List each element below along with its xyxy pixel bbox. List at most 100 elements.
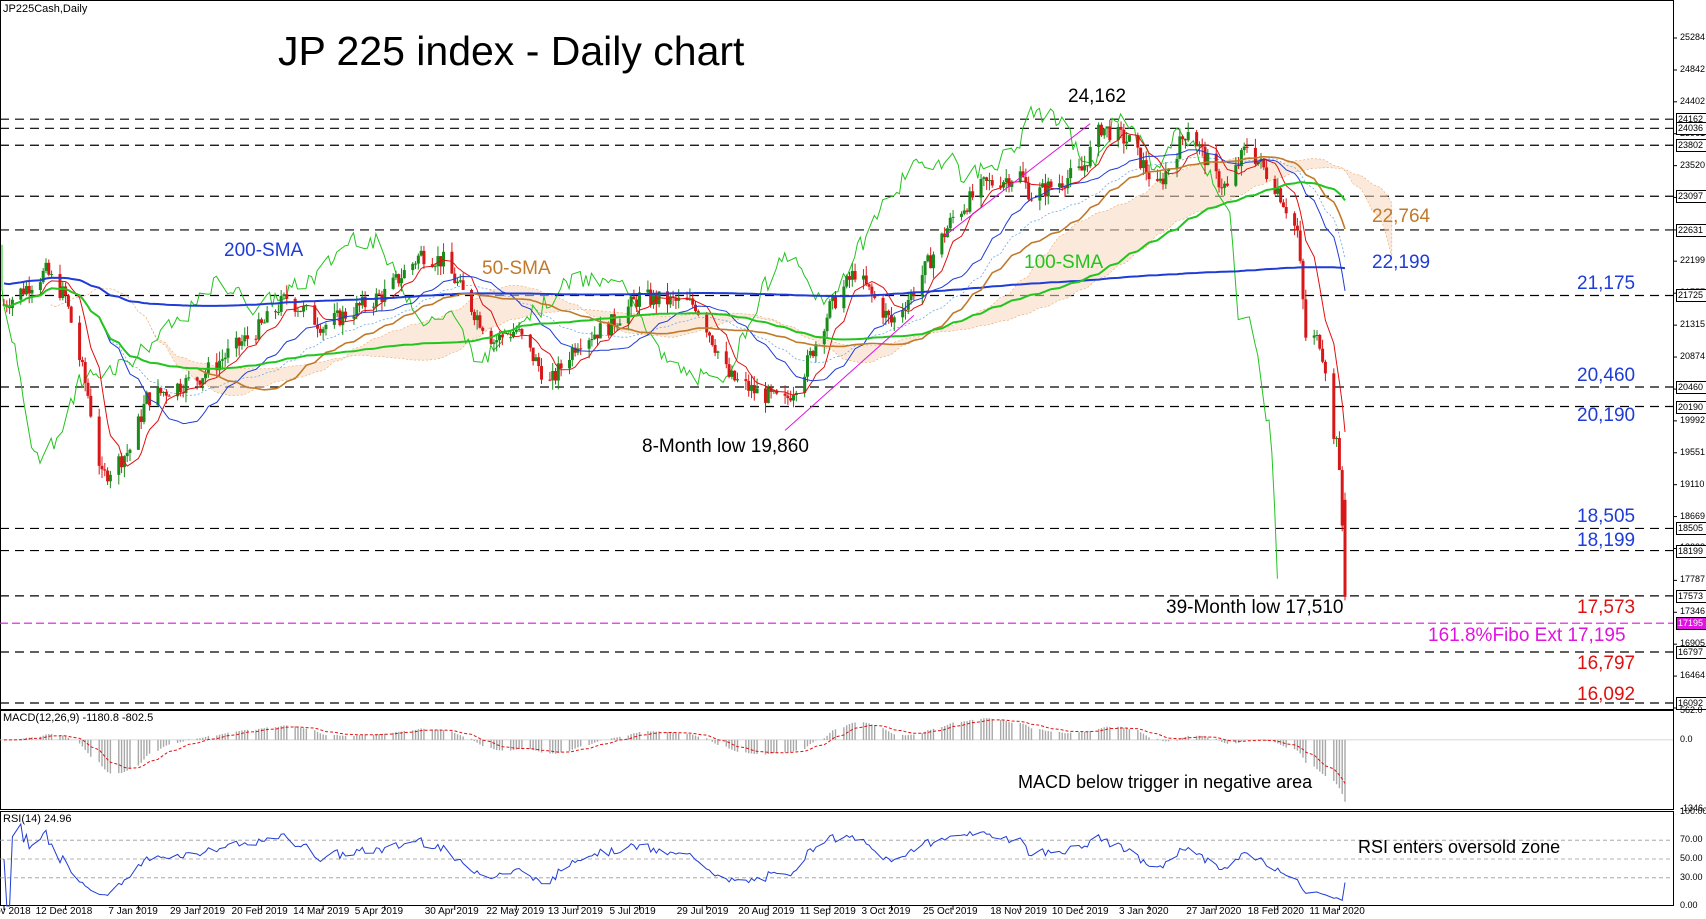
price-tick-label: 19551 xyxy=(1680,446,1706,457)
candle-body xyxy=(279,296,283,312)
candle-body xyxy=(1077,166,1081,169)
price-tick-label: 19110 xyxy=(1680,478,1705,489)
candle-body xyxy=(1029,199,1033,201)
candle-body xyxy=(86,382,90,396)
price-tick-label: 16464 xyxy=(1680,670,1706,681)
candle-body xyxy=(66,295,70,307)
candle-body xyxy=(164,391,168,396)
candle-body xyxy=(870,286,874,294)
candle-body xyxy=(691,298,695,305)
x-tick-label: 18 Feb 2020 xyxy=(1247,906,1304,917)
candle-body xyxy=(89,395,93,417)
macd-pane-frame xyxy=(0,710,1674,810)
annotation-17573: 17,573 xyxy=(1577,597,1636,618)
candle-body xyxy=(618,323,622,326)
candle-body xyxy=(638,292,642,307)
candle-body xyxy=(296,310,300,312)
rsi-tick-label: 0.00 xyxy=(1680,900,1698,910)
candle-body xyxy=(707,332,711,336)
candle-body xyxy=(612,314,616,327)
candle-body xyxy=(226,348,230,358)
candle-body xyxy=(909,291,913,301)
candle-body xyxy=(1206,153,1210,166)
candle-body xyxy=(136,416,140,450)
x-tick-label: 20 Nov 2018 xyxy=(0,906,31,917)
candle-body xyxy=(120,456,124,468)
candle-body xyxy=(262,322,266,324)
candle-body xyxy=(254,338,258,340)
candle-body xyxy=(1225,183,1229,186)
x-tick-label: 13 Jun 2019 xyxy=(547,906,603,917)
candle-body xyxy=(433,266,437,268)
candle-body xyxy=(30,289,34,294)
candle-body xyxy=(1340,470,1344,526)
candle-body xyxy=(763,388,767,403)
candle-body xyxy=(313,305,317,325)
candle-body xyxy=(1318,334,1322,349)
x-tick-label: 25 Oct 2019 xyxy=(923,906,978,917)
candle-body xyxy=(850,271,854,280)
candle-body xyxy=(257,319,261,340)
candle-body xyxy=(825,317,829,332)
candle-body xyxy=(321,329,325,333)
level-tag: 20460 xyxy=(1676,380,1706,394)
rsi-pane-frame xyxy=(0,811,1674,906)
candle-body xyxy=(22,288,26,295)
candle-body xyxy=(842,286,846,309)
candle-body xyxy=(1108,126,1112,141)
candle-body xyxy=(646,289,650,293)
candle-body xyxy=(629,296,633,307)
candle-body xyxy=(791,395,795,401)
candle-body xyxy=(559,363,563,369)
candle-body xyxy=(1155,179,1159,181)
candle-body xyxy=(1116,126,1120,141)
candle-body xyxy=(344,311,348,319)
candle-body xyxy=(735,379,739,381)
candle-body xyxy=(1043,183,1047,197)
rsi-tick-label: 30.00 xyxy=(1680,871,1703,882)
candle-body xyxy=(1136,135,1140,148)
annotation-20460: 20,460 xyxy=(1577,365,1636,386)
candle-body xyxy=(436,256,440,267)
candle-body xyxy=(1102,128,1106,136)
candle-body xyxy=(548,379,552,381)
candle-body xyxy=(341,311,345,326)
candle-body xyxy=(951,216,955,218)
candle-body xyxy=(495,340,499,343)
candle-body xyxy=(400,278,404,284)
candle-body xyxy=(159,387,163,393)
candle-body xyxy=(716,351,720,353)
candle-body xyxy=(125,452,129,457)
candle-body xyxy=(97,416,101,466)
candle-body xyxy=(534,357,538,362)
annotation-100-sma: 100-SMA xyxy=(1024,252,1104,273)
candle-body xyxy=(1088,146,1092,167)
candle-body xyxy=(861,275,865,280)
candle-body xyxy=(481,327,485,331)
candle-body xyxy=(979,178,983,198)
candle-body xyxy=(419,250,423,256)
candle-body xyxy=(332,313,336,325)
price-tick-label: 21315 xyxy=(1680,319,1706,330)
candle-body xyxy=(923,261,927,276)
candle-body xyxy=(1332,373,1336,439)
candle-body xyxy=(1021,171,1025,178)
candle-body xyxy=(705,314,709,333)
price-tick-label: 17787 xyxy=(1680,574,1706,585)
candle-body xyxy=(397,274,401,284)
candle-body xyxy=(355,303,359,317)
candle-body xyxy=(293,298,297,312)
level-tag: 22631 xyxy=(1676,223,1706,237)
macd-label: MACD(12,26,9) -1180.8 -802.5 xyxy=(3,712,154,724)
candle-body xyxy=(1018,171,1022,182)
candle-body xyxy=(1105,126,1109,129)
candle-body xyxy=(198,380,202,385)
candle-body xyxy=(1323,361,1327,374)
level-tag: 20190 xyxy=(1676,400,1706,414)
candle-body xyxy=(69,306,73,323)
price-tick-label: 25284 xyxy=(1680,32,1706,42)
candle-body xyxy=(568,359,572,369)
candle-body xyxy=(304,305,308,307)
candle-body xyxy=(184,378,188,393)
candle-body xyxy=(520,329,524,335)
